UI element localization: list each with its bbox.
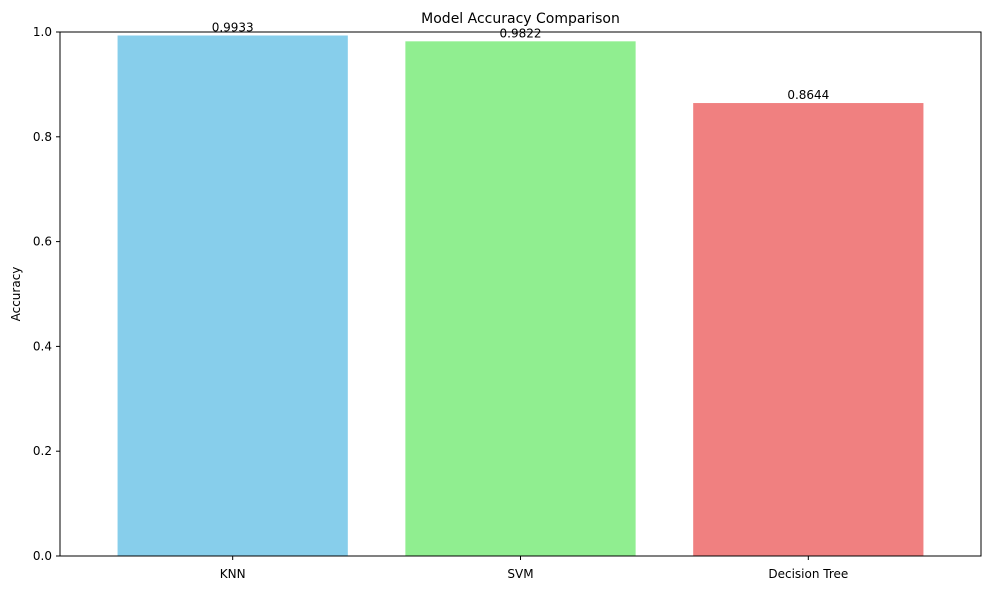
x-tick-label: KNN xyxy=(220,567,246,581)
value-label-knn: 0.9933 xyxy=(212,21,254,35)
y-tick-label: 0.2 xyxy=(33,444,52,458)
plot-frame xyxy=(59,31,982,557)
value-label-decision-tree: 0.8644 xyxy=(787,88,829,102)
x-axis: KNN SVM Decision Tree xyxy=(220,556,848,581)
y-tick-label: 0.6 xyxy=(33,235,52,249)
bar-decision-tree xyxy=(693,103,924,557)
bars-layer xyxy=(117,35,924,557)
x-tick-label: SVM xyxy=(507,567,533,581)
y-axis-label: Accuracy xyxy=(9,267,23,322)
value-labels-layer: 0.9933 0.9822 0.8644 xyxy=(212,21,830,103)
x-tick-label: Decision Tree xyxy=(768,567,848,581)
bar-svm xyxy=(405,41,636,556)
y-tick-label: 1.0 xyxy=(33,25,52,39)
y-tick-label: 0.0 xyxy=(33,549,52,563)
y-tick-label: 0.4 xyxy=(33,339,52,353)
y-axis: 0.0 0.2 0.4 0.6 0.8 1.0 xyxy=(33,25,60,563)
bar-knn xyxy=(117,35,348,556)
value-label-svm: 0.9822 xyxy=(500,26,542,40)
y-tick-label: 0.8 xyxy=(33,130,52,144)
chart-title: Model Accuracy Comparison xyxy=(421,11,620,27)
